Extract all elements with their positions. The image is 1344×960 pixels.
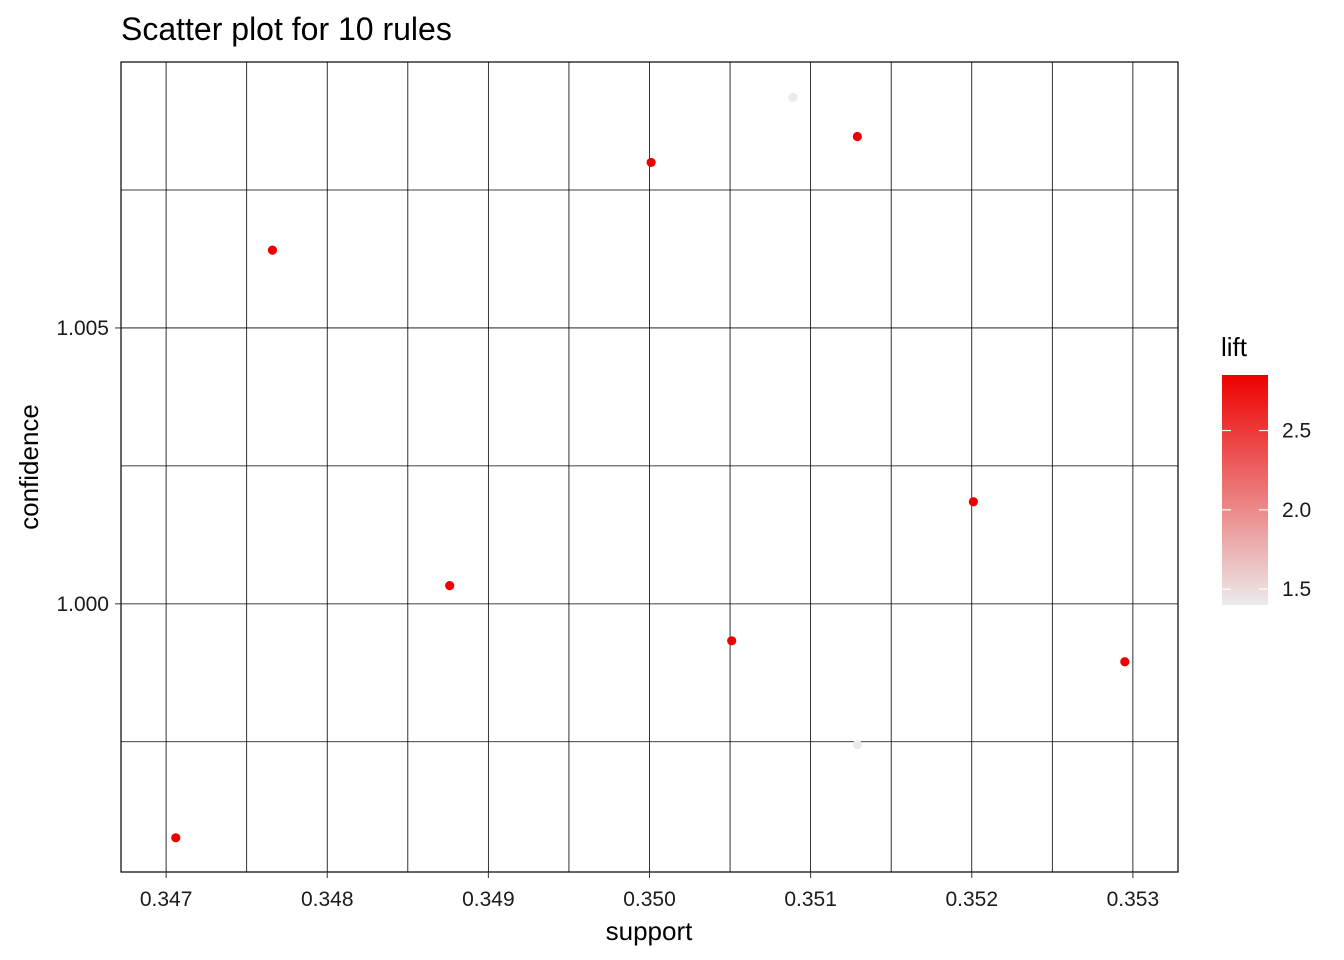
data-point — [1120, 657, 1130, 667]
y-tick-label: 1.000 — [56, 593, 109, 616]
y-tick-label: 1.005 — [56, 317, 109, 340]
data-point — [852, 739, 862, 750]
x-tick-label: 0.351 — [784, 888, 837, 911]
legend-tick-label: 2.0 — [1282, 499, 1311, 522]
data-point — [646, 157, 656, 168]
data-point — [267, 245, 278, 255]
data-point — [852, 131, 862, 142]
y-axis: 1.000 1.005 — [56, 317, 121, 616]
legend-colorbar — [1222, 375, 1268, 605]
x-tick-label: 0.347 — [140, 888, 193, 911]
x-tick-label: 0.349 — [462, 888, 515, 911]
x-tick-label: 0.348 — [301, 888, 354, 911]
data-points — [171, 92, 1130, 843]
y-axis-title: confidence — [14, 404, 44, 530]
data-point — [788, 92, 798, 102]
legend-ticks: 1.5 2.0 2.5 — [1222, 420, 1311, 601]
x-tick-label: 0.353 — [1107, 888, 1160, 911]
legend-tick-label: 2.5 — [1282, 420, 1311, 443]
data-point — [445, 581, 455, 591]
x-axis: 0.347 0.348 0.349 0.350 0.351 0.352 0.353 — [140, 872, 1159, 911]
color-legend: lift 1.5 2.0 2.5 — [1221, 332, 1311, 605]
x-tick-label: 0.352 — [945, 888, 998, 911]
x-axis-title: support — [606, 916, 693, 946]
x-tick-label: 0.350 — [623, 888, 676, 911]
legend-title: lift — [1221, 332, 1248, 362]
data-point — [968, 497, 978, 507]
grid — [121, 62, 1178, 872]
data-point — [171, 833, 181, 843]
legend-tick-label: 1.5 — [1282, 578, 1311, 601]
data-point — [727, 636, 737, 646]
chart-title: Scatter plot for 10 rules — [121, 11, 452, 47]
